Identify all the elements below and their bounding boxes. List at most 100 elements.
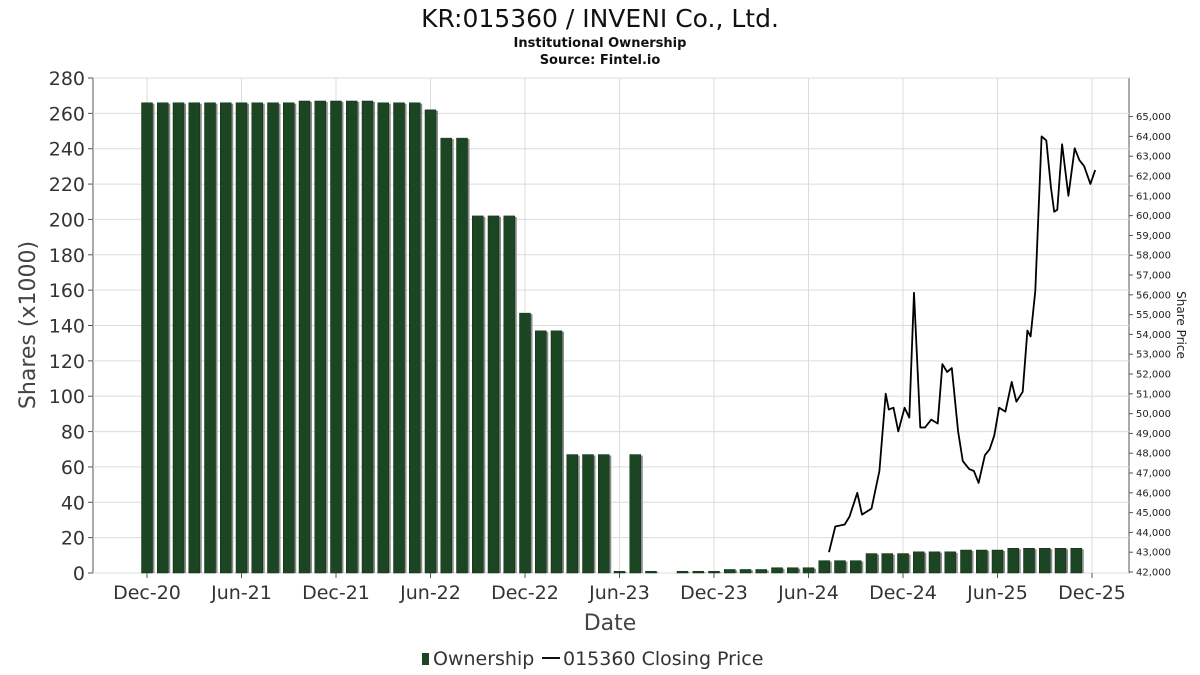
y2-tick-label: 56,000 (1136, 290, 1171, 301)
y-tick-label: 0 (73, 563, 85, 585)
x-tick-label: Dec-23 (680, 582, 748, 604)
y2-tick-label: 63,000 (1136, 152, 1171, 163)
y-tick-label: 280 (49, 68, 85, 90)
chart-source: Source: Fintel.io (540, 53, 661, 68)
bar-ownership (834, 560, 846, 574)
bar-ownership (818, 560, 830, 574)
chart-subtitle: Institutional Ownership (514, 36, 687, 51)
y-tick-label: 260 (49, 103, 85, 125)
legend-ownership-swatch (422, 653, 429, 665)
bar-ownership (235, 102, 248, 574)
bar-ownership (960, 549, 972, 574)
bar-ownership (361, 100, 374, 574)
y2-tick-label: 59,000 (1136, 231, 1171, 242)
y2-tick-label: 62,000 (1136, 172, 1171, 183)
x-tick-label: Jun-22 (399, 582, 461, 604)
bar-ownership (676, 570, 689, 574)
y2-tick-label: 45,000 (1136, 508, 1171, 519)
y2-tick-label: 48,000 (1136, 449, 1171, 460)
x-tick-label: Dec-24 (869, 582, 937, 604)
bar-ownership (1054, 548, 1067, 574)
bar-ownership (487, 215, 500, 574)
y-tick-label: 140 (49, 316, 85, 338)
bar-ownership (172, 102, 185, 574)
y-tick-label: 100 (49, 386, 85, 408)
y-axis-label: Shares (x1000) (16, 241, 41, 409)
y2-tick-label: 57,000 (1136, 271, 1171, 282)
bar-ownership (267, 102, 279, 574)
y2-tick-label: 44,000 (1136, 528, 1171, 539)
bar-ownership (330, 100, 342, 574)
y2-tick-label: 46,000 (1136, 488, 1171, 499)
bar-ownership (220, 102, 232, 574)
y2-tick-label: 52,000 (1136, 370, 1171, 381)
y2-tick-label: 53,000 (1136, 350, 1171, 361)
bar-ownership (472, 215, 484, 574)
bar-ownership (787, 567, 799, 574)
bar-ownership (724, 569, 736, 574)
x-tick-label: Jun-21 (210, 582, 272, 604)
bar-ownership (204, 102, 216, 574)
bar-ownership (802, 567, 815, 574)
bar-ownership (598, 454, 610, 574)
bar-ownership (141, 102, 153, 574)
ownership-bars (141, 100, 1084, 574)
chart-title: KR:015360 / INVENI Co., Ltd. (421, 4, 779, 33)
bar-ownership (897, 553, 909, 574)
y2-tick-label: 60,000 (1136, 211, 1171, 222)
x-tick-label: Dec-25 (1058, 582, 1126, 604)
legend: Ownership 015360 Closing Price (422, 648, 763, 670)
y-tick-label: 180 (49, 245, 85, 267)
y2-tick-label: 61,000 (1136, 191, 1171, 202)
y2-tick-label: 55,000 (1136, 310, 1171, 321)
legend-ownership-label: Ownership (433, 648, 534, 670)
y-tick-label: 220 (49, 174, 85, 196)
bar-ownership (944, 551, 956, 574)
bar-ownership (424, 109, 437, 574)
price-line-group (828, 135, 1097, 553)
bar-ownership (566, 454, 578, 574)
y-tick-label: 200 (49, 209, 85, 231)
bar-ownership (991, 549, 1004, 574)
y2-tick-label: 64,000 (1136, 132, 1171, 143)
y-tick-label: 40 (61, 492, 85, 514)
y2-tick-label: 54,000 (1136, 330, 1171, 341)
y-tick-label: 20 (61, 528, 85, 550)
y-tick-label: 160 (49, 280, 85, 302)
bar-ownership (440, 137, 452, 574)
bar-ownership (1070, 548, 1082, 574)
bar-ownership (1023, 548, 1035, 574)
bar-ownership (1007, 548, 1019, 574)
bar-ownership (755, 569, 767, 574)
y2-tick-label: 65,000 (1136, 112, 1171, 123)
bar-ownership (629, 454, 641, 574)
x-tick-label: Jun-25 (966, 582, 1028, 604)
x-tick-label: Dec-20 (113, 582, 181, 604)
x-tick-label: Dec-21 (302, 582, 370, 604)
bar-ownership (535, 330, 547, 574)
bar-ownership (283, 102, 295, 574)
bar-ownership (850, 560, 862, 574)
y2-axis-label: Share Price (1174, 291, 1188, 359)
bar-ownership (550, 330, 563, 574)
y-tick-label: 60 (61, 457, 85, 479)
y2-tick-label: 51,000 (1136, 389, 1171, 400)
price-line (828, 135, 1097, 553)
y2-tick-label: 42,000 (1136, 568, 1171, 579)
x-axis: Dec-20 Jun-21 Dec-21 Jun-22 Dec-22 Jun-23 Dec-… (113, 573, 1126, 604)
x-tick-label: Dec-22 (491, 582, 559, 604)
y2-tick-label: 58,000 (1136, 251, 1171, 262)
bar-ownership (582, 454, 594, 574)
y2-axis: 42,000 43,000 44,000 45,000 46,000 47,000 48,0… (1129, 112, 1171, 579)
bar-ownership (928, 551, 941, 574)
y2-tick-label: 47,000 (1136, 469, 1171, 480)
legend-price-label: 015360 Closing Price (563, 648, 763, 670)
bar-ownership (1039, 548, 1051, 574)
y2-tick-label: 43,000 (1136, 548, 1171, 559)
bar-ownership (739, 569, 752, 574)
bar-ownership (298, 100, 311, 574)
bar-ownership (456, 137, 468, 574)
bar-ownership (881, 553, 893, 574)
bar-ownership (692, 570, 704, 574)
